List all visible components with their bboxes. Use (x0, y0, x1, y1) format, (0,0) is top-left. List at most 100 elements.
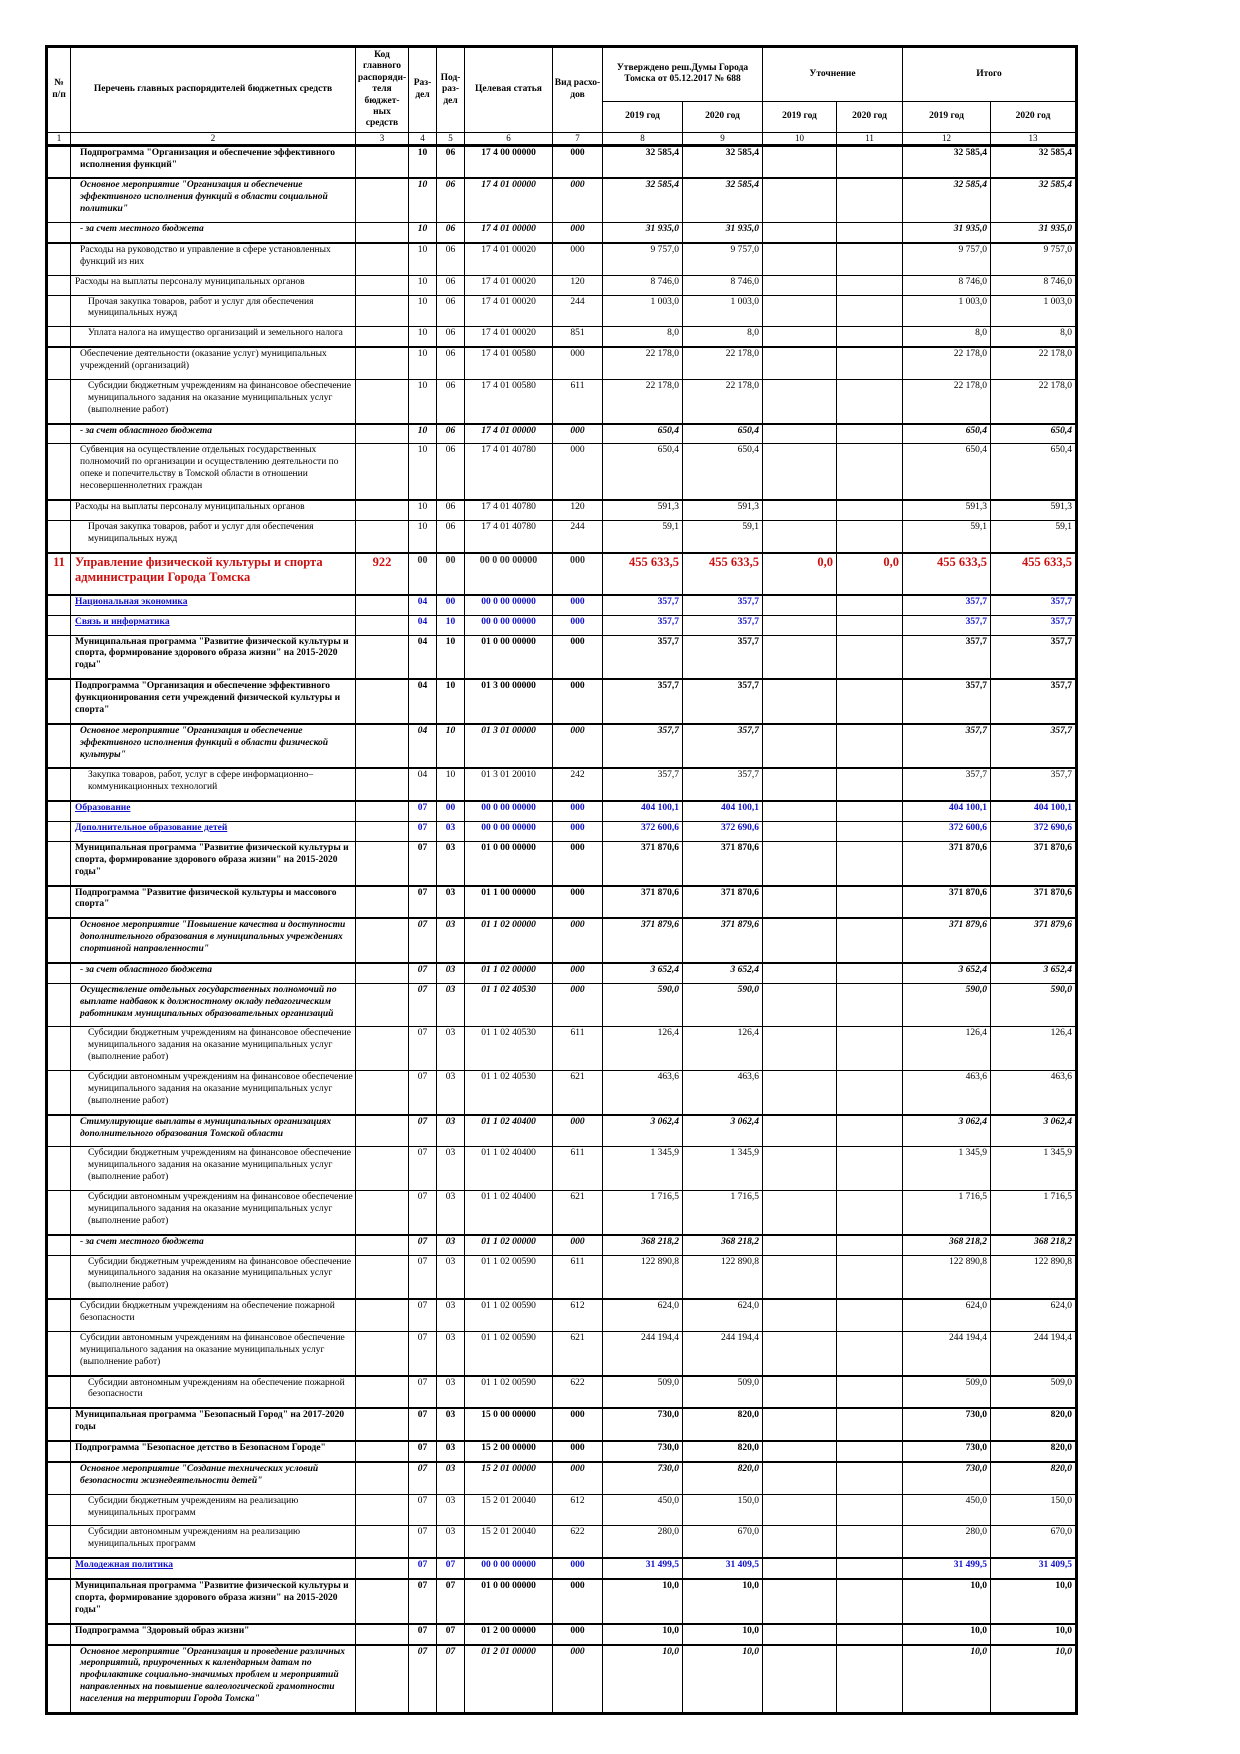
total-2019-cell: 450,0 (902, 1493, 992, 1527)
name-cell: Управление физической культуры и спорта … (70, 551, 356, 596)
table-row: Связь и информатика 04 10 00 0 00 00000 000 3… (46, 614, 1078, 636)
adjustment-2020-cell (835, 593, 904, 616)
podrazdel-cell: 06 (436, 378, 465, 425)
row-number-cell (46, 678, 71, 725)
adjustment-2020-cell (835, 821, 904, 842)
expense-type-cell: 000 (552, 840, 603, 887)
target-article-cell: 01 1 02 40530 (464, 1026, 553, 1072)
approved-2019-cell: 280,0 (602, 1525, 683, 1559)
podrazdel-cell: 06 (436, 144, 465, 179)
razdel-cell: 07 (408, 917, 437, 964)
total-2019-cell: 32 585,4 (902, 144, 992, 179)
table-row: Подпрограмма "Организация и обеспечение … (46, 678, 1078, 725)
total-2019-cell: 624,0 (902, 1298, 992, 1332)
name-cell: Закупка товаров, работ, услуг в сфере ин… (70, 767, 356, 802)
adjustment-2020-cell (835, 1146, 904, 1192)
total-2020-cell: 32 585,4 (990, 144, 1078, 179)
total-2019-cell: 357,7 (902, 634, 992, 680)
total-2019-cell: 10,0 (902, 1622, 992, 1646)
row-number-cell (46, 722, 71, 769)
adjustment-2020-cell (835, 614, 904, 636)
row-number-cell (46, 982, 71, 1028)
name-cell: Субсидии бюджетным учреждениям на финанс… (70, 1146, 356, 1192)
col-header-adjustment-2020: 2020 год (835, 100, 904, 133)
total-2020-cell: 22 178,0 (990, 378, 1078, 425)
razdel-cell: 07 (408, 821, 437, 842)
podrazdel-cell: 03 (436, 961, 465, 984)
podrazdel-cell: 03 (436, 917, 465, 964)
expense-type-cell: 000 (552, 422, 603, 445)
podrazdel-cell: 07 (436, 1557, 465, 1580)
approved-2020-cell: 357,7 (682, 767, 763, 802)
total-2020-cell: 8,0 (990, 326, 1078, 348)
total-2020-cell: 357,7 (990, 722, 1078, 769)
expense-type-cell: 611 (552, 378, 603, 425)
row-number-cell (46, 177, 71, 224)
row-number-cell (46, 961, 71, 984)
table-row: Муниципальная программа "Безопасный Горо… (46, 1407, 1078, 1442)
expense-type-cell: 000 (552, 821, 603, 842)
target-article-cell: 00 0 00 00000 (464, 1557, 553, 1580)
grbs-code-cell (355, 1146, 409, 1192)
adjustment-2019-cell (762, 1254, 837, 1300)
table-row: Образование 07 00 00 0 00 00000 000 404 100,1… (46, 800, 1078, 823)
total-2020-cell: 404 100,1 (990, 800, 1078, 823)
column-number: 9 (682, 131, 763, 147)
approved-2019-cell: 590,0 (602, 982, 683, 1028)
target-article-cell: 15 2 00 00000 (464, 1440, 553, 1463)
target-article-cell: 17 4 01 00000 (464, 177, 553, 224)
total-2019-cell: 371 879,6 (902, 917, 992, 964)
row-number-cell (46, 378, 71, 425)
expense-type-cell: 612 (552, 1298, 603, 1332)
row-number-cell (46, 1146, 71, 1192)
name-cell: Субсидии автономным учреждениям на обесп… (70, 1374, 356, 1409)
total-2020-cell: 624,0 (990, 1298, 1078, 1332)
target-article-cell: 01 1 02 00000 (464, 917, 553, 964)
adjustment-2019-cell (762, 982, 837, 1028)
target-article-cell: 00 0 00 00000 (464, 821, 553, 842)
row-number-cell (46, 821, 71, 842)
razdel-cell: 10 (408, 241, 437, 276)
approved-2020-cell: 357,7 (682, 593, 763, 616)
podrazdel-cell: 03 (436, 840, 465, 887)
expense-type-cell: 612 (552, 1493, 603, 1527)
adjustment-2019-cell (762, 177, 837, 224)
expense-type-cell: 000 (552, 241, 603, 276)
name-cell: Осуществление отдельных государственных … (70, 982, 356, 1028)
total-2019-cell: 650,4 (902, 422, 992, 445)
grbs-code-cell (355, 519, 409, 554)
grbs-code-cell (355, 177, 409, 224)
row-number-cell (46, 800, 71, 823)
total-2019-cell: 31 499,5 (902, 1557, 992, 1580)
razdel-cell: 07 (408, 1407, 437, 1442)
grbs-code-cell (355, 346, 409, 380)
razdel-cell: 10 (408, 294, 437, 328)
total-2019-cell: 32 585,4 (902, 177, 992, 224)
total-2020-cell: 3 062,4 (990, 1113, 1078, 1148)
total-2020-cell: 126,4 (990, 1026, 1078, 1072)
table-row: - за счет местного бюджета 10 06 17 4 01 00… (46, 222, 1078, 244)
table-row: Основное мероприятие "Организация и обес… (46, 177, 1078, 224)
column-number: 1 (46, 131, 71, 147)
grbs-code-cell (355, 1440, 409, 1463)
row-number-cell (46, 1070, 71, 1116)
table-row: Субсидии автономным учреждениям на финан… (46, 1190, 1078, 1236)
total-2020-cell: 670,0 (990, 1525, 1078, 1559)
table-row: Расходы на выплаты персоналу муниципальн… (46, 498, 1078, 521)
podrazdel-cell: 03 (436, 1440, 465, 1463)
adjustment-2020-cell (835, 1578, 904, 1625)
column-number: 8 (602, 131, 683, 147)
grbs-code-cell (355, 961, 409, 984)
total-2020-cell: 1 003,0 (990, 294, 1078, 328)
grbs-code-cell (355, 1493, 409, 1527)
adjustment-2019-cell (762, 917, 837, 964)
row-number-cell (46, 443, 71, 501)
razdel-cell: 07 (408, 1493, 437, 1527)
target-article-cell: 15 2 01 20040 (464, 1493, 553, 1527)
name-cell: Подпрограмма "Организация и обеспечение … (70, 144, 356, 179)
razdel-cell: 07 (408, 884, 437, 919)
expense-type-cell: 000 (552, 1460, 603, 1495)
razdel-cell: 10 (408, 222, 437, 244)
target-article-cell: 01 1 02 40530 (464, 982, 553, 1028)
podrazdel-cell: 03 (436, 1254, 465, 1300)
